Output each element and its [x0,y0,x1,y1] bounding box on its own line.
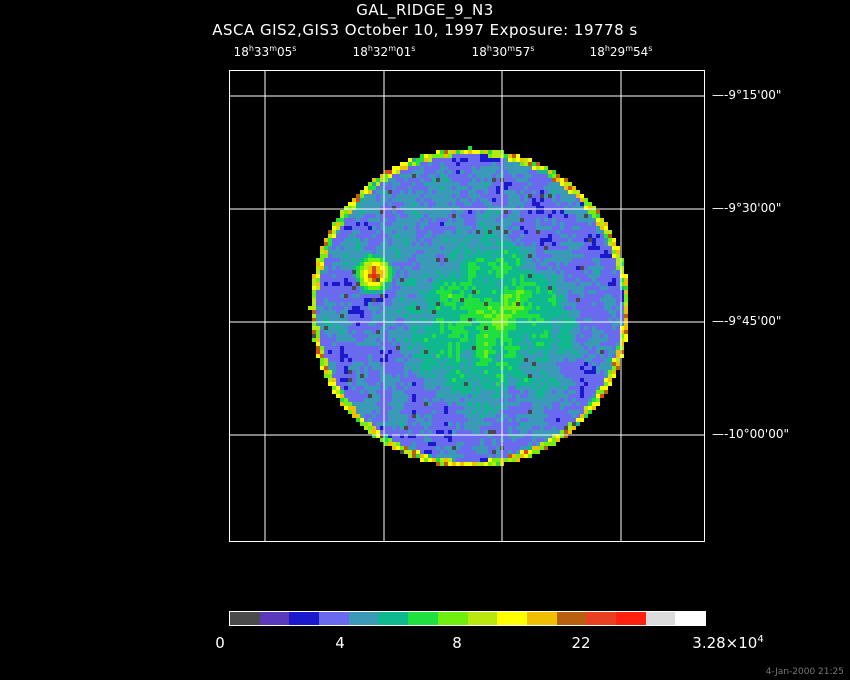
colorbar-label: 8 [452,634,462,652]
colorbar-swatch [408,612,438,625]
image-title: GAL_RIDGE_9_N3 [356,1,494,19]
colorbar-swatch [259,612,290,625]
colorbar-swatch [230,612,260,625]
colorbar-label: 22 [571,634,591,652]
colorbar-swatch [556,612,587,625]
colorbar-swatch [467,612,498,625]
timestamp: 4-Jan-2000 21:25 [765,667,844,677]
ra-tick-label: 18h33m05s [233,44,297,59]
ra-tick-label: 18h29m54s [589,44,653,59]
colorbar [229,611,706,626]
colorbar-swatch [586,612,616,625]
ra-tick-label: 18h30m57s [471,44,535,59]
colorbar-label: 4 [335,634,345,652]
image-subtitle: ASCA GIS2,GIS3 October 10, 1997 Exposure… [212,21,638,39]
colorbar-label: 0 [215,634,225,652]
colorbar-swatch [378,612,409,625]
colorbar-swatch [497,612,527,625]
dec-tick-label: —-9°30'00" [712,201,782,215]
dec-tick-label: —-9°15'00" [712,88,782,102]
colorbar-swatch [437,612,468,625]
ra-tick-label: 18h32m01s [352,44,416,59]
colorbar-swatch [526,612,557,625]
colorbar-swatch [645,612,676,625]
dec-tick-label: —-9°45'00" [712,314,782,328]
dec-tick-label: —-10°00'00" [712,427,790,441]
image-frame [229,70,705,542]
colorbar-swatch [615,612,646,625]
colorbar-swatch [348,612,379,625]
colorbar-max-label: 3.28×104 [692,634,764,652]
colorbar-swatch [675,612,705,625]
xray-intensity-map [230,71,704,541]
colorbar-swatch [289,612,320,625]
colorbar-swatch [319,612,349,625]
